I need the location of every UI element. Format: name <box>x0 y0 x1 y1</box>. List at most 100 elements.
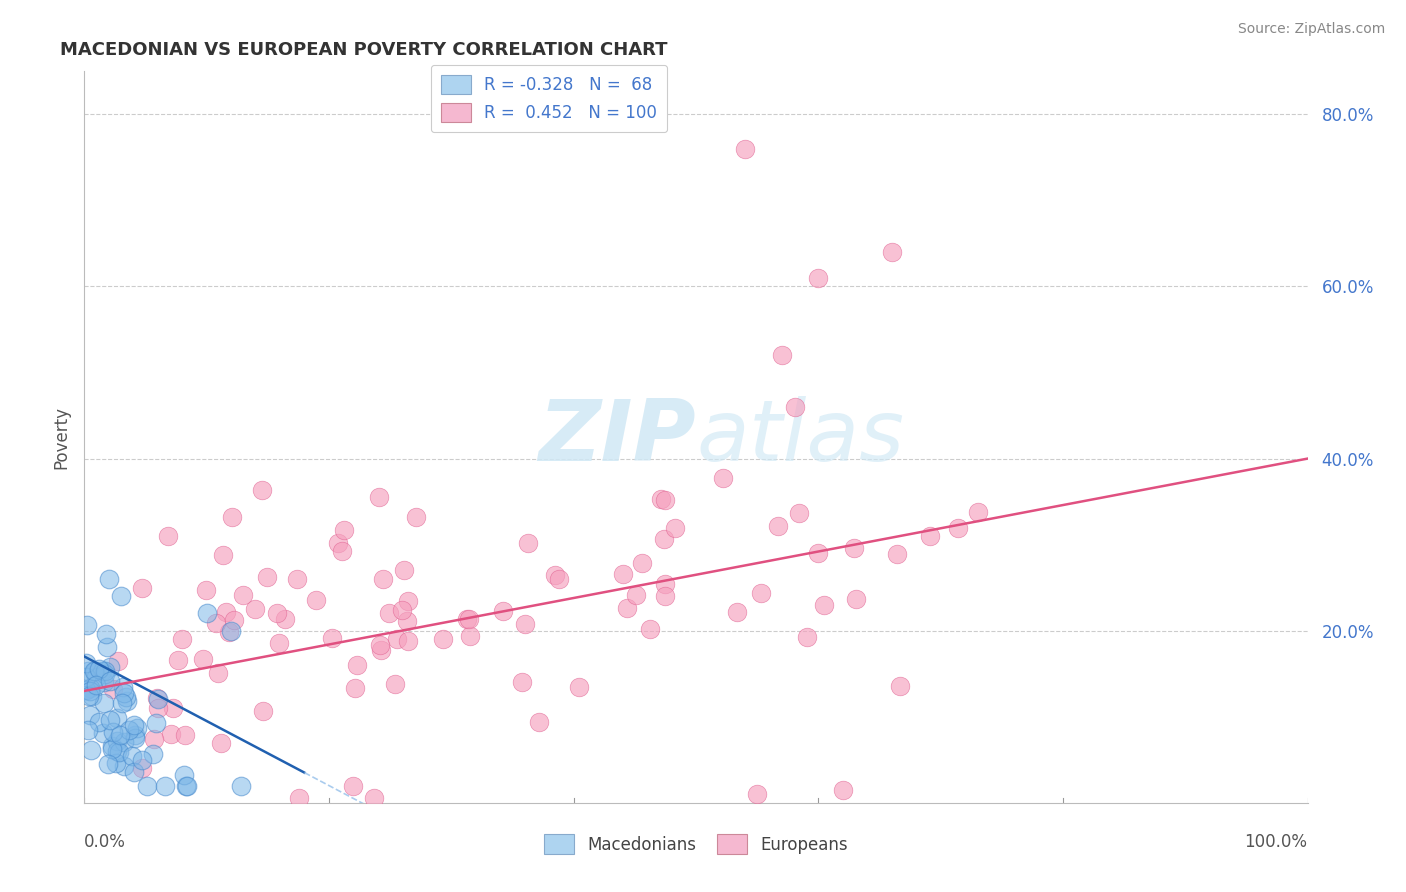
Text: Source: ZipAtlas.com: Source: ZipAtlas.com <box>1237 22 1385 37</box>
Text: ZIP: ZIP <box>538 395 696 479</box>
Point <box>125 722 148 736</box>
Point <box>148 692 170 706</box>
Point <box>229 779 252 793</box>
Point <box>370 642 392 657</box>
Point <box>167 653 190 667</box>
Text: atlas: atlas <box>696 395 904 479</box>
Point <box>176 779 198 793</box>
Point <box>368 638 391 652</box>
Point <box>831 783 853 797</box>
Point <box>75 670 97 684</box>
Point <box>80 743 103 757</box>
Point <box>218 624 240 639</box>
Point <box>395 614 418 628</box>
Point <box>111 680 134 694</box>
Point <box>131 761 153 775</box>
Point <box>807 546 830 560</box>
Point <box>77 723 100 737</box>
Point <box>266 606 288 620</box>
Point <box>332 523 354 537</box>
Point <box>631 556 654 570</box>
Point <box>547 572 569 586</box>
Point <box>770 348 793 362</box>
Point <box>568 680 591 694</box>
Point <box>396 594 419 608</box>
Point <box>845 592 868 607</box>
Point <box>304 592 326 607</box>
Point <box>844 541 866 555</box>
Point <box>527 715 550 730</box>
Point <box>432 632 454 646</box>
Point <box>100 713 122 727</box>
Point <box>813 599 835 613</box>
Point <box>111 696 134 710</box>
Point <box>747 787 769 801</box>
Point <box>105 710 128 724</box>
Point <box>75 656 97 670</box>
Point <box>711 471 734 485</box>
Point <box>612 566 634 581</box>
Point <box>252 705 274 719</box>
Point <box>96 640 118 655</box>
Point <box>363 791 385 805</box>
Point <box>173 728 195 742</box>
Point <box>76 617 98 632</box>
Point <box>91 665 114 679</box>
Point <box>121 749 143 764</box>
Point <box>288 791 311 805</box>
Point <box>176 779 198 793</box>
Point <box>80 690 103 704</box>
Point <box>807 271 830 285</box>
Point <box>195 607 218 621</box>
Point <box>654 589 676 603</box>
Point <box>94 627 117 641</box>
Point <box>91 725 114 739</box>
Point <box>84 678 107 692</box>
Point <box>214 605 236 619</box>
Point <box>624 588 647 602</box>
Point <box>79 708 101 723</box>
Point <box>219 624 242 638</box>
Point <box>654 493 676 508</box>
Point <box>93 696 115 710</box>
Point <box>146 690 169 705</box>
Point <box>131 581 153 595</box>
Point <box>269 636 291 650</box>
Point <box>886 547 908 561</box>
Point <box>515 617 537 632</box>
Point <box>160 727 183 741</box>
Point <box>250 483 273 497</box>
Point <box>108 745 131 759</box>
Point <box>209 736 232 750</box>
Point <box>93 675 115 690</box>
Point <box>274 612 297 626</box>
Point <box>136 779 159 793</box>
Point <box>785 401 807 415</box>
Point <box>321 631 343 645</box>
Point <box>142 747 165 761</box>
Point <box>516 536 538 550</box>
Point <box>326 536 349 550</box>
Point <box>101 741 124 756</box>
Point <box>193 652 215 666</box>
Point <box>285 573 308 587</box>
Point <box>118 723 141 737</box>
Point <box>143 731 166 746</box>
Point <box>153 779 176 793</box>
Point <box>101 724 124 739</box>
Point <box>79 681 101 695</box>
Point <box>456 612 478 626</box>
Point <box>256 570 278 584</box>
Point <box>122 718 145 732</box>
Point <box>108 728 131 742</box>
Point <box>492 604 515 618</box>
Point <box>458 629 481 643</box>
Point <box>98 673 121 688</box>
Point <box>115 690 138 704</box>
Point <box>787 506 810 520</box>
Point <box>346 657 368 672</box>
Point <box>75 683 97 698</box>
Point <box>79 683 101 698</box>
Point <box>89 714 111 729</box>
Text: 100.0%: 100.0% <box>1244 833 1308 851</box>
